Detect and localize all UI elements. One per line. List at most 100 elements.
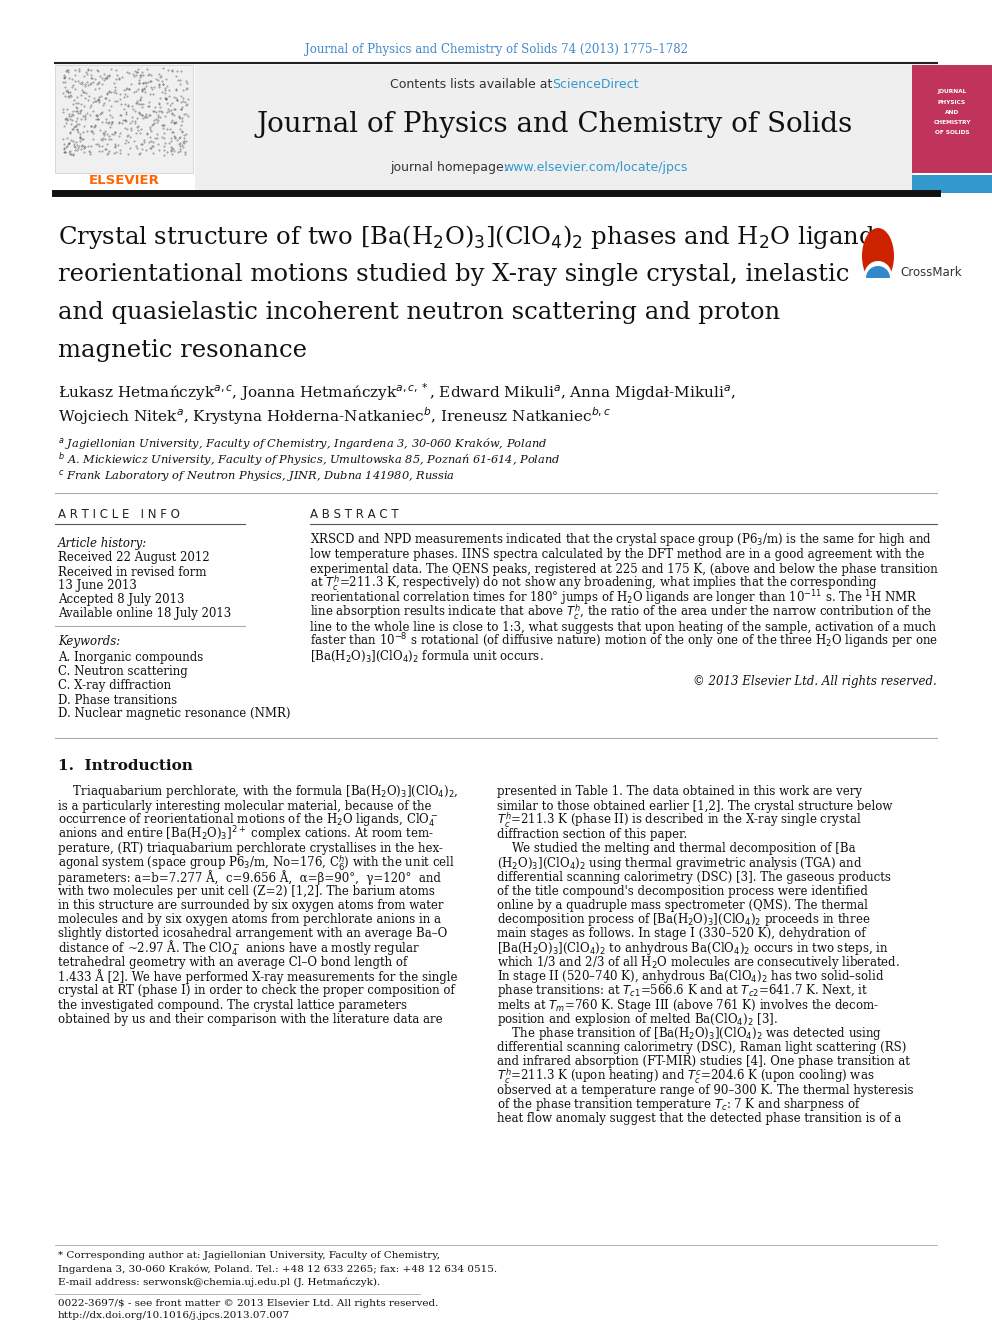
Text: tetrahedral geometry with an average Cl–O bond length of: tetrahedral geometry with an average Cl–…: [58, 957, 408, 968]
Text: of the phase transition temperature $T_c$: 7 K and sharpness of: of the phase transition temperature $T_c…: [497, 1095, 861, 1113]
Text: Received 22 August 2012: Received 22 August 2012: [58, 552, 209, 565]
Text: ScienceDirect: ScienceDirect: [552, 78, 639, 90]
Text: AND: AND: [945, 110, 959, 115]
Text: In stage II (520–740 K), anhydrous Ba(ClO$_4$)$_2$ has two solid–solid: In stage II (520–740 K), anhydrous Ba(Cl…: [497, 968, 884, 986]
Bar: [912, 65, 992, 173]
Text: [Ba(H$_2$O)$_3$](ClO$_4$)$_2$ to anhydrous Ba(ClO$_4$)$_2$ occurs in two steps, : [Ba(H$_2$O)$_3$](ClO$_4$)$_2$ to anhydro…: [497, 939, 889, 957]
Text: obtained by us and their comparison with the literature data are: obtained by us and their comparison with…: [58, 1012, 442, 1025]
Text: Journal of Physics and Chemistry of Solids: Journal of Physics and Chemistry of Soli…: [257, 111, 853, 139]
Text: Contents lists available at: Contents lists available at: [390, 78, 557, 90]
Text: D. Phase transitions: D. Phase transitions: [58, 693, 178, 706]
Text: differential scanning calorimetry (DSC) [3]. The gaseous products: differential scanning calorimetry (DSC) …: [497, 871, 891, 884]
Text: parameters: a=b=7.277 Å,  c=9.656 Å,  α=β=90°,  γ=120°  and: parameters: a=b=7.277 Å, c=9.656 Å, α=β=…: [58, 869, 440, 885]
Text: OF SOLIDS: OF SOLIDS: [934, 130, 969, 135]
Text: faster than 10$^{-8}$ s rotational (of diffusive nature) motion of the only one : faster than 10$^{-8}$ s rotational (of d…: [310, 631, 938, 651]
Text: http://dx.doi.org/10.1016/j.jpcs.2013.07.007: http://dx.doi.org/10.1016/j.jpcs.2013.07…: [58, 1311, 291, 1320]
Text: [Ba(H$_2$O)$_3$](ClO$_4$)$_2$ formula unit occurs.: [Ba(H$_2$O)$_3$](ClO$_4$)$_2$ formula un…: [310, 648, 544, 664]
Bar: [195, 65, 915, 193]
Text: slightly distorted icosahedral arrangement with an average Ba–O: slightly distorted icosahedral arrangeme…: [58, 927, 447, 941]
Text: main stages as follows. In stage I (330–520 K), dehydration of: main stages as follows. In stage I (330–…: [497, 927, 866, 941]
Text: Wojciech Nitek$^a$, Krystyna Hołderna-Natkaniec$^b$, Ireneusz Natkaniec$^{b,c}$: Wojciech Nitek$^a$, Krystyna Hołderna-Na…: [58, 405, 611, 427]
Text: Ingardena 3, 30-060 Kraków, Poland. Tel.: +48 12 633 2265; fax: +48 12 634 0515.: Ingardena 3, 30-060 Kraków, Poland. Tel.…: [58, 1265, 497, 1274]
Text: at $T_c^h$=211.3 K, respectively) do not show any broadening, what implies that : at $T_c^h$=211.3 K, respectively) do not…: [310, 574, 878, 593]
Text: with two molecules per unit cell (Z=2) [1,2]. The barium atoms: with two molecules per unit cell (Z=2) […: [58, 885, 434, 898]
Text: agonal system (space group P6$_3$/m, No=176, C$_6^h$) with the unit cell: agonal system (space group P6$_3$/m, No=…: [58, 853, 455, 873]
Text: PHYSICS: PHYSICS: [938, 99, 966, 105]
Text: journal homepage:: journal homepage:: [390, 160, 512, 173]
Bar: [912, 175, 992, 193]
Text: molecules and by six oxygen atoms from perchlorate anions in a: molecules and by six oxygen atoms from p…: [58, 913, 441, 926]
Text: Triaquabarium perchlorate, with the formula [Ba(H$_2$O)$_3$](ClO$_4$)$_2$,: Triaquabarium perchlorate, with the form…: [58, 783, 458, 800]
Text: JOURNAL: JOURNAL: [937, 90, 966, 94]
Text: presented in Table 1. The data obtained in this work are very: presented in Table 1. The data obtained …: [497, 786, 862, 799]
Ellipse shape: [862, 228, 894, 284]
Text: We studied the melting and thermal decomposition of [Ba: We studied the melting and thermal decom…: [497, 843, 856, 855]
Text: Received in revised form: Received in revised form: [58, 565, 206, 578]
Ellipse shape: [866, 266, 890, 290]
Text: C. X-ray diffraction: C. X-ray diffraction: [58, 680, 172, 692]
Text: perature, (RT) triaquabarium perchlorate crystallises in the hex-: perature, (RT) triaquabarium perchlorate…: [58, 843, 442, 855]
Text: D. Nuclear magnetic resonance (NMR): D. Nuclear magnetic resonance (NMR): [58, 708, 291, 721]
Text: crystal at RT (phase I) in order to check the proper composition of: crystal at RT (phase I) in order to chec…: [58, 984, 454, 998]
Bar: [55, 65, 193, 173]
Text: A. Inorganic compounds: A. Inorganic compounds: [58, 651, 203, 664]
Text: Accepted 8 July 2013: Accepted 8 July 2013: [58, 594, 185, 606]
Text: (H$_2$O)$_3$](ClO$_4$)$_2$ using thermal gravimetric analysis (TGA) and: (H$_2$O)$_3$](ClO$_4$)$_2$ using thermal…: [497, 855, 862, 872]
Text: low temperature phases. IINS spectra calculated by the DFT method are in a good : low temperature phases. IINS spectra cal…: [310, 548, 925, 561]
Text: XRSCD and NPD measurements indicated that the crystal space group (P6$_3$/m) is : XRSCD and NPD measurements indicated tha…: [310, 532, 931, 549]
Text: $T_c^h$=211.3 K (upon heating) and $T_c^c$=204.6 K (upon cooling) was: $T_c^h$=211.3 K (upon heating) and $T_c^…: [497, 1066, 874, 1086]
Text: in this structure are surrounded by six oxygen atoms from water: in this structure are surrounded by six …: [58, 900, 443, 912]
Text: and quasielastic incoherent neutron scattering and proton: and quasielastic incoherent neutron scat…: [58, 302, 780, 324]
Text: similar to those obtained earlier [1,2]. The crystal structure below: similar to those obtained earlier [1,2].…: [497, 799, 893, 812]
Text: phase transitions: at $T_{c1}$=566.6 K and at $T_{c2}$=641.7 K. Next, it: phase transitions: at $T_{c1}$=566.6 K a…: [497, 982, 868, 999]
Text: online by a quadruple mass spectrometer (QMS). The thermal: online by a quadruple mass spectrometer …: [497, 900, 868, 912]
Text: 1.433 Å [2]. We have performed X-ray measurements for the single: 1.433 Å [2]. We have performed X-ray mea…: [58, 970, 457, 984]
Text: $T_c^h$=211.3 K (phase II) is described in the X-ray single crystal: $T_c^h$=211.3 K (phase II) is described …: [497, 811, 862, 830]
Text: and infrared absorption (FT-MIR) studies [4]. One phase transition at: and infrared absorption (FT-MIR) studies…: [497, 1056, 910, 1068]
Text: A B S T R A C T: A B S T R A C T: [310, 508, 399, 520]
Text: decomposition process of [Ba(H$_2$O)$_3$](ClO$_4$)$_2$ proceeds in three: decomposition process of [Ba(H$_2$O)$_3$…: [497, 912, 870, 929]
Text: diffraction section of this paper.: diffraction section of this paper.: [497, 828, 687, 841]
Text: magnetic resonance: magnetic resonance: [58, 340, 307, 363]
Text: ELSEVIER: ELSEVIER: [88, 173, 160, 187]
Text: occurrence of reorientational motions of the H$_2$O ligands, ClO$_4^-$: occurrence of reorientational motions of…: [58, 811, 438, 830]
Text: * Corresponding author at: Jagiellonian University, Faculty of Chemistry,: * Corresponding author at: Jagiellonian …: [58, 1252, 440, 1261]
Text: The phase transition of [Ba(H$_2$O)$_3$](ClO$_4$)$_2$ was detected using: The phase transition of [Ba(H$_2$O)$_3$]…: [497, 1025, 882, 1043]
Text: reorientational motions studied by X-ray single crystal, inelastic: reorientational motions studied by X-ray…: [58, 263, 849, 287]
Text: line to the whole line is close to 1:3, what suggests that upon heating of the s: line to the whole line is close to 1:3, …: [310, 620, 936, 634]
Text: E-mail address: serwonsk@chemia.uj.edu.pl (J. Hetmańczyk).: E-mail address: serwonsk@chemia.uj.edu.p…: [58, 1277, 380, 1287]
Text: $^a$ Jagiellonian University, Faculty of Chemistry, Ingardena 3, 30-060 Kraków, : $^a$ Jagiellonian University, Faculty of…: [58, 437, 548, 451]
Text: of the title compound's decomposition process were identified: of the title compound's decomposition pr…: [497, 885, 868, 898]
Text: A R T I C L E   I N F O: A R T I C L E I N F O: [58, 508, 180, 520]
Text: CrossMark: CrossMark: [900, 266, 961, 279]
Text: 0022-3697/$ - see front matter © 2013 Elsevier Ltd. All rights reserved.: 0022-3697/$ - see front matter © 2013 El…: [58, 1299, 438, 1308]
Text: C. Neutron scattering: C. Neutron scattering: [58, 665, 187, 679]
Text: reorientational correlation times for 180° jumps of H$_2$O ligands are longer th: reorientational correlation times for 18…: [310, 589, 918, 607]
Text: distance of ~2.97 Å. The ClO$_4^-$ anions have a mostly regular: distance of ~2.97 Å. The ClO$_4^-$ anion…: [58, 938, 420, 958]
Ellipse shape: [864, 261, 892, 291]
Text: Available online 18 July 2013: Available online 18 July 2013: [58, 607, 231, 620]
Text: 1.  Introduction: 1. Introduction: [58, 759, 192, 773]
Text: Article history:: Article history:: [58, 537, 147, 550]
Text: 13 June 2013: 13 June 2013: [58, 579, 137, 593]
Text: $^c$ Frank Laboratory of Neutron Physics, JINR, Dubna 141980, Russia: $^c$ Frank Laboratory of Neutron Physics…: [58, 468, 455, 484]
Text: CHEMISTRY: CHEMISTRY: [933, 119, 971, 124]
Text: which 1/3 and 2/3 of all H$_2$O molecules are consecutively liberated.: which 1/3 and 2/3 of all H$_2$O molecule…: [497, 954, 900, 971]
Text: line absorption results indicate that above $T_c^h$, the ratio of the area under: line absorption results indicate that ab…: [310, 603, 932, 622]
Text: melts at $T_m$=760 K. Stage III (above 761 K) involves the decom-: melts at $T_m$=760 K. Stage III (above 7…: [497, 996, 879, 1013]
Text: Łukasz Hetmańczyk$^{a,c}$, Joanna Hetmańczyk$^{a,c,*}$, Edward Mikuli$^a$, Anna : Łukasz Hetmańczyk$^{a,c}$, Joanna Hetmań…: [58, 381, 736, 402]
Text: experimental data. The QENS peaks, registered at 225 and 175 K, (above and below: experimental data. The QENS peaks, regis…: [310, 562, 937, 576]
Text: $^b$ A. Mickiewicz University, Faculty of Physics, Umultowska 85, Poznań 61-614,: $^b$ A. Mickiewicz University, Faculty o…: [58, 451, 560, 470]
Text: Journal of Physics and Chemistry of Solids 74 (2013) 1775–1782: Journal of Physics and Chemistry of Soli…: [305, 44, 687, 57]
Text: Crystal structure of two [Ba(H$_2$O)$_3$](ClO$_4$)$_2$ phases and H$_2$O ligands: Crystal structure of two [Ba(H$_2$O)$_3$…: [58, 224, 887, 251]
Text: position and explosion of melted Ba(ClO$_4$)$_2$ [3].: position and explosion of melted Ba(ClO$…: [497, 1011, 778, 1028]
Text: Keywords:: Keywords:: [58, 635, 120, 648]
Text: www.elsevier.com/locate/jpcs: www.elsevier.com/locate/jpcs: [503, 160, 687, 173]
Text: is a particularly interesting molecular material, because of the: is a particularly interesting molecular …: [58, 799, 432, 812]
Text: observed at a temperature range of 90–300 K. The thermal hysteresis: observed at a temperature range of 90–30…: [497, 1084, 914, 1097]
Polygon shape: [862, 278, 894, 298]
Text: the investigated compound. The crystal lattice parameters: the investigated compound. The crystal l…: [58, 999, 407, 1012]
Text: anions and entire [Ba(H$_2$O)$_3$]$^{2+}$ complex cations. At room tem-: anions and entire [Ba(H$_2$O)$_3$]$^{2+}…: [58, 824, 434, 844]
Text: differential scanning calorimetry (DSC), Raman light scattering (RS): differential scanning calorimetry (DSC),…: [497, 1041, 907, 1054]
Text: © 2013 Elsevier Ltd. All rights reserved.: © 2013 Elsevier Ltd. All rights reserved…: [693, 676, 937, 688]
